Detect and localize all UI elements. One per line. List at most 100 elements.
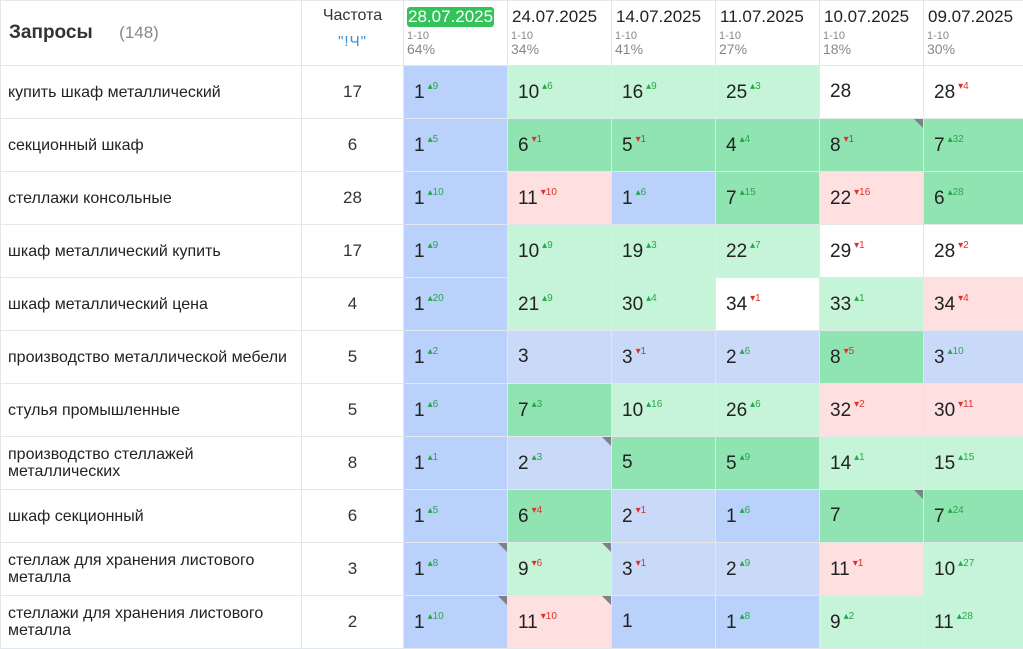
position-cell[interactable]: 15 ▴15 (923, 436, 1023, 490)
position-cell[interactable]: 1 ▴6 (611, 171, 716, 225)
position-cell[interactable]: 16 ▴9 (611, 65, 716, 119)
position-cell[interactable]: 3 ▴10 (923, 330, 1023, 384)
position-cell[interactable]: 7 ▴15 (715, 171, 820, 225)
query-text[interactable]: купить шкаф металлический (0, 65, 302, 119)
queries-header[interactable]: Запросы (148) (0, 0, 302, 66)
position-cell[interactable]: 10 ▴6 (507, 65, 612, 119)
date-column-header[interactable]: 11.07.2025 1-10 27% (715, 0, 820, 66)
position-cell[interactable]: 10 ▴27 (923, 542, 1023, 596)
position-cell[interactable]: 1 ▴20 (403, 277, 508, 331)
query-text[interactable]: шкаф секционный (0, 489, 302, 543)
position-cell[interactable]: 1 ▴5 (403, 489, 508, 543)
position-cell[interactable]: 19 ▴3 (611, 224, 716, 278)
position-cell[interactable]: 3 ▾1 (611, 330, 716, 384)
table-row[interactable]: производство стеллажей металлических 8 1 ▴1… (0, 436, 1023, 490)
position-cell[interactable]: 28 ▾2 (923, 224, 1023, 278)
query-text[interactable]: производство металлической мебели (0, 330, 302, 384)
position-cell[interactable]: 29 ▾1 (819, 224, 924, 278)
position-cell[interactable]: 8 ▾5 (819, 330, 924, 384)
position-cell[interactable]: 1 ▴1 (403, 436, 508, 490)
query-text[interactable]: стеллажи консольные (0, 171, 302, 225)
date-column-header[interactable]: 09.07.2025 1-10 30% (923, 0, 1023, 66)
arrow-up-icon: ▴ (843, 610, 849, 622)
query-text[interactable]: шкаф металлический купить (0, 224, 302, 278)
position-cell[interactable]: 30 ▾11 (923, 383, 1023, 437)
position-cell[interactable]: 1 ▴2 (403, 330, 508, 384)
position-cell[interactable]: 1 ▴10 (403, 595, 508, 649)
position-cell[interactable]: 1 ▴9 (403, 65, 508, 119)
position-cell[interactable]: 7 ▴24 (923, 489, 1023, 543)
position-cell[interactable]: 21 ▴9 (507, 277, 612, 331)
table-row[interactable]: шкаф секционный 6 1 ▴5 6 ▾4 2 ▾1 1 ▴6 7 7 ▴24 (0, 489, 1023, 543)
table-row[interactable]: стеллажи консольные 28 1 ▴10 11 ▾10 1 ▴6 7 ▴15 22 ▾… (0, 171, 1023, 225)
position-cell[interactable]: 7 ▴3 (507, 383, 612, 437)
date-column-header[interactable]: 24.07.2025 1-10 34% (507, 0, 612, 66)
position-cell[interactable]: 28 ▾4 (923, 65, 1023, 119)
date-column-header[interactable]: 14.07.2025 1-10 41% (611, 0, 716, 66)
position-cell[interactable]: 7 (819, 489, 924, 543)
query-text[interactable]: стеллаж для хранения листового металла (0, 542, 302, 596)
position-cell[interactable]: 1 (611, 595, 716, 649)
position-cell[interactable]: 11 ▾10 (507, 171, 612, 225)
position-cell[interactable]: 1 ▴8 (715, 595, 820, 649)
position-value: 1 (414, 240, 425, 262)
position-cell[interactable]: 2 ▴9 (715, 542, 820, 596)
position-cell[interactable]: 34 ▾1 (715, 277, 820, 331)
position-cell[interactable]: 1 ▴5 (403, 118, 508, 172)
date-column-header[interactable]: 10.07.2025 1-10 18% (819, 0, 924, 66)
table-row[interactable]: шкаф металлический купить 17 1 ▴9 10 ▴9 19 ▴3 22… (0, 224, 1023, 278)
date-column-header[interactable]: 28.07.2025 1-10 64% (403, 0, 508, 66)
position-cell[interactable]: 6 ▴28 (923, 171, 1023, 225)
position-cell[interactable]: 26 ▴6 (715, 383, 820, 437)
position-cell[interactable]: 22 ▾16 (819, 171, 924, 225)
position-cell[interactable]: 2 ▴6 (715, 330, 820, 384)
position-cell[interactable]: 8 ▾1 (819, 118, 924, 172)
position-cell[interactable]: 33 ▴1 (819, 277, 924, 331)
table-row[interactable]: стулья промышленные 5 1 ▴6 7 ▴3 10 ▴16 26 ▴6 32 ▾2 3… (0, 383, 1023, 437)
position-cell[interactable]: 10 ▴9 (507, 224, 612, 278)
position-cell[interactable]: 1 ▴8 (403, 542, 508, 596)
top-range-label: 1-10 (927, 30, 950, 42)
position-cell[interactable]: 10 ▴16 (611, 383, 716, 437)
table-row[interactable]: производство металлической мебели 5 1 ▴2 3 3 ▾… (0, 330, 1023, 384)
position-cell[interactable]: 5 ▴9 (715, 436, 820, 490)
position-cell[interactable]: 11 ▴28 (923, 595, 1023, 649)
position-cell[interactable]: 28 (819, 65, 924, 119)
position-cell[interactable]: 1 ▴6 (715, 489, 820, 543)
position-cell[interactable]: 7 ▴32 (923, 118, 1023, 172)
query-text[interactable]: стулья промышленные (0, 383, 302, 437)
position-cell[interactable]: 1 ▴6 (403, 383, 508, 437)
position-cell[interactable]: 25 ▴3 (715, 65, 820, 119)
arrow-down-icon: ▾ (958, 398, 964, 410)
position-cell[interactable]: 6 ▾4 (507, 489, 612, 543)
table-row[interactable]: купить шкаф металлический 17 1 ▴9 10 ▴6 16 ▴9 25… (0, 65, 1023, 119)
position-cell[interactable]: 5 (611, 436, 716, 490)
position-cell[interactable]: 3 (507, 330, 612, 384)
query-text[interactable]: секционный шкаф (0, 118, 302, 172)
position-cell[interactable]: 5 ▾1 (611, 118, 716, 172)
table-row[interactable]: стеллажи для хранения листового металла 2… (0, 595, 1023, 649)
query-text[interactable]: стеллажи для хранения листового металла (0, 595, 302, 649)
position-cell[interactable]: 11 ▾1 (819, 542, 924, 596)
position-cell[interactable]: 3 ▾1 (611, 542, 716, 596)
position-cell[interactable]: 9 ▾6 (507, 542, 612, 596)
position-cell[interactable]: 1 ▴10 (403, 171, 508, 225)
position-cell[interactable]: 32 ▾2 (819, 383, 924, 437)
position-cell[interactable]: 34 ▾4 (923, 277, 1023, 331)
query-text[interactable]: шкаф металлический цена (0, 277, 302, 331)
position-cell[interactable]: 11 ▾10 (507, 595, 612, 649)
frequency-header[interactable]: Частота "!Ч" (301, 0, 404, 66)
query-text[interactable]: производство стеллажей металлических (0, 436, 302, 490)
position-cell[interactable]: 2 ▴3 (507, 436, 612, 490)
position-cell[interactable]: 6 ▾1 (507, 118, 612, 172)
position-cell[interactable]: 1 ▴9 (403, 224, 508, 278)
position-cell[interactable]: 2 ▾1 (611, 489, 716, 543)
position-cell[interactable]: 4 ▴4 (715, 118, 820, 172)
position-cell[interactable]: 9 ▴2 (819, 595, 924, 649)
position-cell[interactable]: 22 ▴7 (715, 224, 820, 278)
table-row[interactable]: секционный шкаф 6 1 ▴5 6 ▾1 5 ▾1 4 ▴4 8 ▾1 7 ▴32 (0, 118, 1023, 172)
position-cell[interactable]: 30 ▴4 (611, 277, 716, 331)
position-cell[interactable]: 14 ▴1 (819, 436, 924, 490)
table-row[interactable]: шкаф металлический цена 4 1 ▴20 21 ▴9 30 ▴4 34 ▾1… (0, 277, 1023, 331)
table-row[interactable]: стеллаж для хранения листового металла 3 1… (0, 542, 1023, 596)
